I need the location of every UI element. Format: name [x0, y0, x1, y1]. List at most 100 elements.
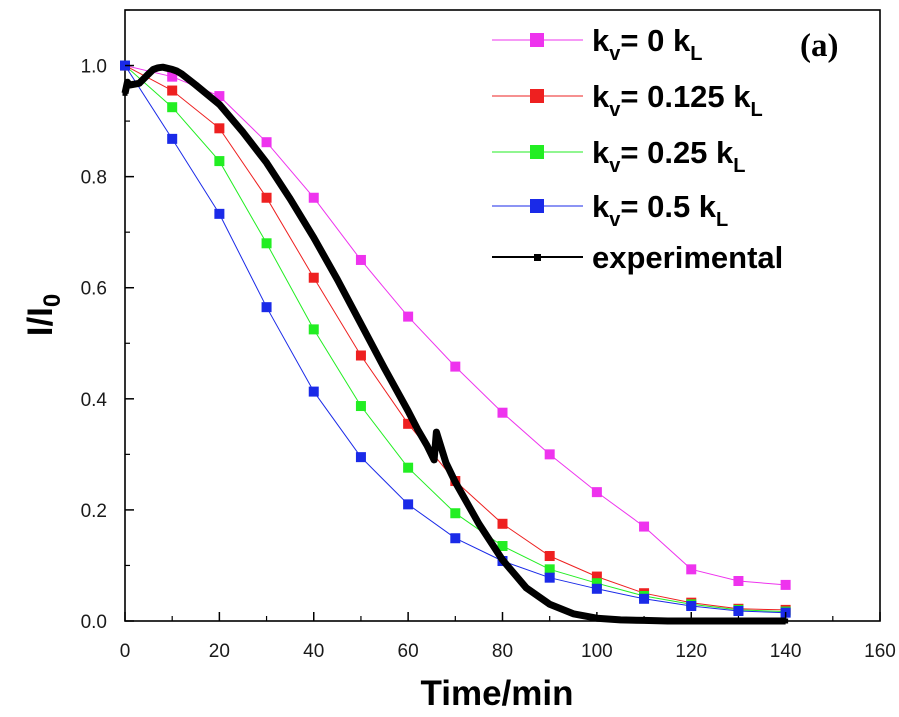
x-axis-label: Time/min: [420, 674, 573, 713]
legend-label-a-sub: v: [609, 99, 621, 121]
x-tick-label: 60: [398, 641, 419, 662]
data-point: [122, 90, 128, 96]
legend-label-b: = 0 k: [620, 23, 691, 58]
data-point: [450, 361, 461, 372]
data-point: [355, 401, 366, 412]
legend-label: kv= 0.125 kL: [592, 79, 763, 121]
data-point: [424, 442, 430, 448]
data-point: [169, 66, 175, 72]
data-point: [164, 65, 170, 71]
legend-label-b-sub: L: [751, 99, 763, 121]
data-point: [639, 593, 650, 604]
panel-label: (a): [800, 28, 838, 64]
x-tick-label: 100: [581, 641, 613, 662]
data-point: [214, 123, 225, 134]
data-point: [686, 601, 697, 612]
data-point: [403, 499, 414, 510]
legend-marker: [530, 89, 544, 103]
data-point: [136, 80, 142, 86]
legend-label: kv= 0.25 kL: [592, 135, 746, 177]
legend-item-1: kv= 0.125 kL: [492, 79, 763, 121]
data-point: [308, 324, 319, 335]
data-point: [358, 321, 364, 327]
data-point: [240, 129, 246, 135]
data-point: [264, 160, 270, 166]
legend-label-b: = 0.5 k: [620, 189, 716, 224]
x-tick-label: 0: [120, 641, 131, 662]
data-point: [591, 578, 602, 589]
data-point: [124, 79, 130, 85]
legend-label-a: k: [592, 189, 610, 224]
y-tick-label: 0.4: [81, 390, 108, 411]
legend-label-a-sub: v: [609, 43, 621, 65]
data-point: [476, 521, 482, 527]
legend-item-4: experimental: [492, 240, 783, 275]
y-axis-label-sub: 0: [39, 294, 66, 307]
legend-item-0: kv= 0 kL: [492, 23, 702, 65]
data-point: [450, 533, 461, 544]
legend-item-2: kv= 0.25 kL: [492, 135, 746, 177]
data-point: [127, 82, 133, 88]
data-point: [450, 508, 461, 519]
data-point: [167, 85, 178, 96]
data-point: [167, 102, 178, 113]
data-point: [544, 551, 555, 562]
data-point: [308, 272, 319, 283]
data-point: [665, 618, 671, 624]
data-point: [311, 235, 317, 241]
data-point: [547, 601, 553, 607]
data-point: [431, 457, 437, 463]
legend-label-b-sub: L: [690, 43, 702, 65]
plot-frame: [124, 9, 881, 622]
data-point: [214, 91, 225, 102]
x-tick-label: 120: [675, 641, 707, 662]
legend-label-b: = 0.125 k: [620, 79, 751, 114]
y-tick-label: 0.0: [81, 612, 107, 633]
x-tick-label: 80: [492, 641, 513, 662]
data-point: [146, 71, 152, 77]
data-point: [544, 564, 555, 575]
data-point: [179, 71, 185, 77]
legend-label-a: k: [592, 23, 610, 58]
data-point: [733, 606, 744, 617]
data-point: [193, 82, 199, 88]
legend-label-a: k: [592, 79, 610, 114]
y-tick-label: 0.2: [81, 501, 107, 522]
data-point: [160, 64, 166, 70]
data-point: [150, 66, 156, 72]
legend-marker: [530, 145, 544, 159]
data-point: [497, 541, 508, 552]
data-point: [733, 576, 744, 587]
legend-label-b: = 0.25 k: [620, 135, 734, 170]
data-point: [523, 585, 529, 591]
data-point: [617, 617, 623, 623]
legend-item-3: kv= 0.5 kL: [492, 189, 728, 231]
data-point: [382, 365, 388, 371]
data-point: [403, 418, 414, 429]
ticks-layer: 0 20 40 60 80 100 120 140 160 0.0 0.2 0.4 0.6 0.8 1.0: [81, 9, 896, 662]
data-point: [415, 426, 421, 432]
x-tick-label: 140: [770, 641, 802, 662]
data-point: [155, 65, 161, 71]
legend-label: kv= 0 kL: [592, 23, 702, 65]
data-point: [334, 276, 340, 282]
data-point: [355, 254, 366, 265]
y-tick-label: 0.8: [81, 168, 107, 189]
legend-label-a-sub: v: [609, 209, 621, 231]
x-tick-label: 160: [864, 641, 896, 662]
series-layer: [120, 60, 791, 625]
y-axis-label: I/I0: [21, 294, 66, 337]
data-point: [174, 68, 180, 74]
data-point: [403, 311, 414, 322]
data-point: [261, 238, 272, 249]
data-point: [216, 101, 222, 107]
legend-marker: [530, 199, 544, 213]
legend-label-b-sub: L: [733, 155, 745, 177]
y-tick-label: 1.0: [81, 57, 107, 78]
data-point: [591, 583, 602, 594]
legend-label-a: k: [592, 135, 610, 170]
data-point: [570, 611, 576, 617]
data-point: [167, 133, 178, 144]
